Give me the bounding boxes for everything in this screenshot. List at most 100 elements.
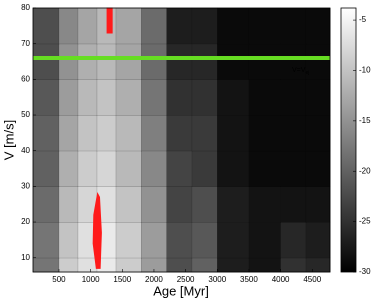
heatmap-cell xyxy=(141,79,168,116)
heatmap-cell xyxy=(32,114,60,152)
heatmap-cell xyxy=(115,114,142,152)
heatmap-cell xyxy=(77,150,98,187)
heatmap-cell xyxy=(77,257,98,273)
heatmap-cell xyxy=(58,43,79,80)
heatmap-cell xyxy=(166,221,193,259)
heatmap-cell xyxy=(217,43,250,80)
heatmap-cell xyxy=(166,7,193,45)
x-tick-label: 1000 xyxy=(82,275,100,284)
heatmap-cell xyxy=(280,43,307,80)
colorbar-tick-label: -30 xyxy=(359,267,371,276)
heatmap-cell xyxy=(166,114,193,152)
colorbar xyxy=(340,7,357,273)
heatmap-cell xyxy=(77,79,98,116)
heatmap-cell xyxy=(32,79,60,116)
heatmap-cell xyxy=(191,150,218,187)
heatmap-cell xyxy=(166,150,193,187)
heatmap-cell xyxy=(141,7,168,45)
heatmap-cell xyxy=(280,150,307,187)
heatmap-cell xyxy=(32,257,60,273)
x-tick-label: 2000 xyxy=(145,275,163,284)
highlight-region xyxy=(92,192,102,269)
heatmap-cell xyxy=(115,79,142,116)
y-tick-label: 50 xyxy=(21,110,30,119)
heatmap-cell xyxy=(305,7,331,45)
heatmap-cell xyxy=(58,114,79,152)
heatmap-cell xyxy=(58,257,79,273)
heatmap-cell xyxy=(248,257,282,273)
heatmap-cell xyxy=(58,221,79,259)
heatmap-cell xyxy=(191,7,218,45)
heatmap-cell xyxy=(305,114,331,152)
colorbar-tick-label: -15 xyxy=(359,116,371,125)
heatmap-cell xyxy=(141,186,168,223)
heatmap-cell xyxy=(217,79,250,116)
heatmap-cell xyxy=(115,43,142,80)
colorbar-tick-label: -20 xyxy=(359,166,371,175)
heatmap-cell xyxy=(166,79,193,116)
heatmap-cell xyxy=(166,257,193,273)
heatmap-cell xyxy=(96,114,117,152)
heatmap-cell xyxy=(305,257,331,273)
heatmap-cell xyxy=(248,186,282,223)
heatmap-cell xyxy=(115,257,142,273)
heatmap-cell xyxy=(141,221,168,259)
y-tick-label: 80 xyxy=(21,3,30,12)
heatmap-cell xyxy=(32,150,60,187)
x-tick-label: 500 xyxy=(52,275,66,284)
heatmap-cell xyxy=(96,43,117,80)
heatmap-cell xyxy=(191,221,218,259)
heatmap-cell xyxy=(305,150,331,187)
heatmap-cell xyxy=(32,221,60,259)
reference-label: V=Vej xyxy=(292,67,309,76)
heatmap-cell xyxy=(248,43,282,80)
reference-label-subscript: ej xyxy=(305,70,309,76)
heatmap-cell xyxy=(115,186,142,223)
heatmap-cell xyxy=(280,79,307,116)
heatmap-cell xyxy=(77,7,98,45)
heatmap-cell xyxy=(58,79,79,116)
highlight-region xyxy=(106,7,113,34)
heatmap-cell xyxy=(217,221,250,259)
heatmap-cell xyxy=(96,79,117,116)
heatmap-cell xyxy=(141,114,168,152)
heatmap-cell xyxy=(166,43,193,80)
heatmap-cell xyxy=(166,186,193,223)
heatmap-cell xyxy=(77,114,98,152)
heatmap-cell xyxy=(280,221,307,259)
heatmap-cell xyxy=(58,150,79,187)
y-axis-label: V [m/s] xyxy=(1,120,16,160)
heatmap-cell xyxy=(191,114,218,152)
heatmap-cell xyxy=(191,186,218,223)
heatmap-cell xyxy=(141,150,168,187)
heatmap-cell xyxy=(217,257,250,273)
heatmap-cell xyxy=(280,7,307,45)
heatmap-cell xyxy=(115,7,142,45)
y-tick-label: 30 xyxy=(21,181,30,190)
x-axis-label: Age [Myr] xyxy=(153,283,209,298)
heatmap-cell xyxy=(58,186,79,223)
heatmap-cell xyxy=(58,7,79,45)
heatmap-cell xyxy=(305,43,331,80)
y-tick-label: 40 xyxy=(21,146,30,155)
y-tick-label: 20 xyxy=(21,217,30,226)
heatmap-cell xyxy=(248,7,282,45)
heatmap-cell xyxy=(248,114,282,152)
heatmap-cell xyxy=(141,43,168,80)
y-tick-label: 60 xyxy=(21,74,30,83)
heatmap-cell xyxy=(32,7,60,45)
heatmap-cell xyxy=(115,150,142,187)
heatmap-cell xyxy=(217,150,250,187)
heatmap-cell xyxy=(305,79,331,116)
x-tick-label: 3000 xyxy=(208,275,226,284)
heatmap-cell xyxy=(96,150,117,187)
x-tick-label: 1500 xyxy=(113,275,131,284)
reference-label-text: V=V xyxy=(292,67,306,74)
heatmap-cell xyxy=(217,7,250,45)
y-tick-label: 70 xyxy=(21,39,30,48)
heatmap-cell xyxy=(217,186,250,223)
heatmap-cell xyxy=(191,43,218,80)
colorbar-tick-label: -5 xyxy=(359,15,367,24)
